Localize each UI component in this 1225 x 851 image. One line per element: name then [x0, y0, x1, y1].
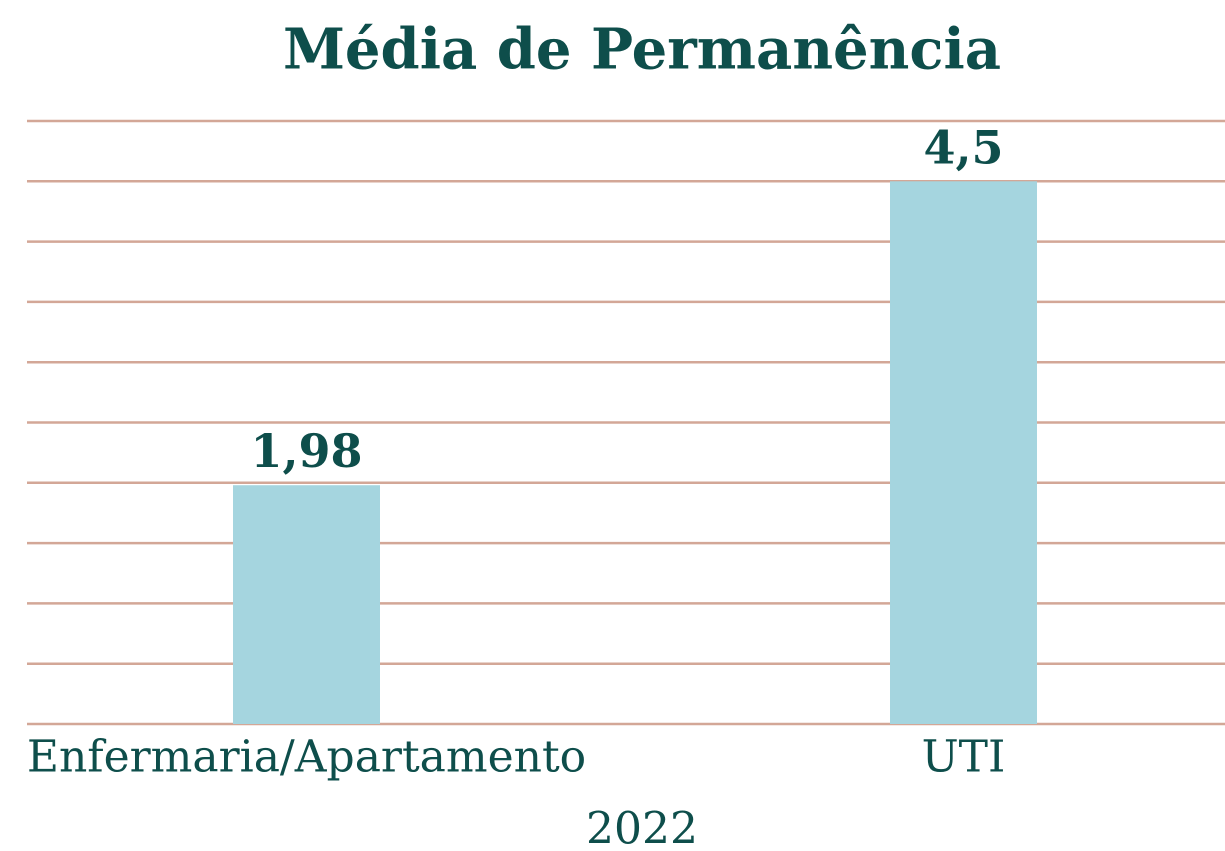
bar [890, 181, 1037, 725]
x-tick-label: Enfermaria/Apartamento [27, 732, 586, 783]
bar [233, 485, 380, 724]
x-axis-label: 2022 [586, 804, 698, 851]
data-label: 1,98 [250, 424, 362, 478]
chart-title: Média de Permanência [283, 17, 1001, 83]
x-tick-label: UTI [922, 732, 1006, 783]
data-label: 4,5 [923, 120, 1003, 174]
